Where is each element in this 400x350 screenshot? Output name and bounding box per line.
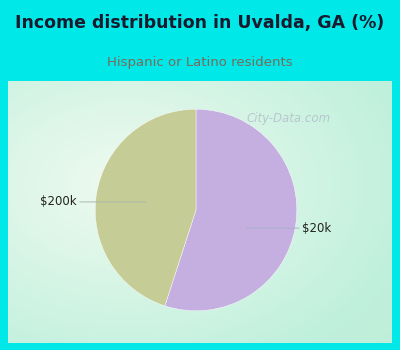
Text: Income distribution in Uvalda, GA (%): Income distribution in Uvalda, GA (%) <box>15 14 385 32</box>
Text: City-Data.com: City-Data.com <box>246 112 330 125</box>
Wedge shape <box>165 109 297 311</box>
Text: $200k: $200k <box>40 195 146 209</box>
Text: $20k: $20k <box>246 222 331 235</box>
Wedge shape <box>95 109 196 306</box>
Text: Hispanic or Latino residents: Hispanic or Latino residents <box>107 56 293 69</box>
